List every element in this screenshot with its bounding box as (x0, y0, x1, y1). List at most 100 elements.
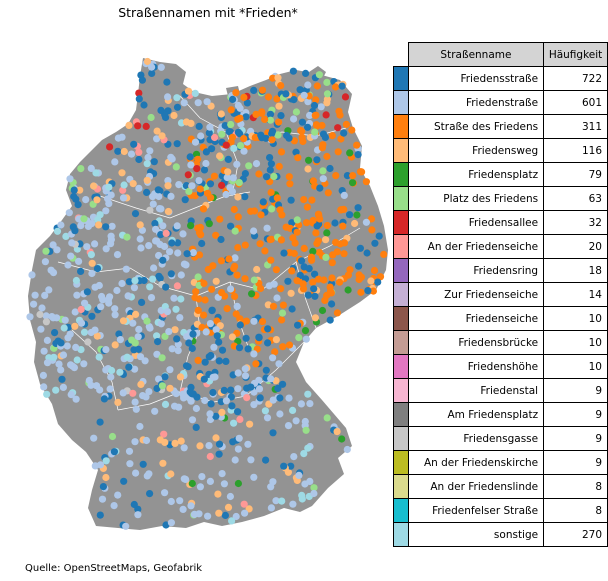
color-swatch (393, 522, 409, 547)
street-point (230, 205, 238, 214)
street-point (155, 272, 163, 280)
street-point (176, 314, 184, 322)
street-point (108, 366, 116, 375)
street-point (72, 395, 80, 403)
street-point (264, 93, 273, 101)
street-point (129, 389, 137, 397)
street-point (192, 404, 200, 413)
street-point (175, 181, 183, 189)
street-point (167, 519, 175, 527)
street-point (216, 152, 224, 160)
street-point (194, 273, 202, 281)
street-point (298, 127, 306, 135)
street-point (290, 137, 298, 145)
street-point (145, 242, 153, 250)
street-point (114, 147, 122, 155)
street-point (149, 275, 157, 283)
street-point (106, 385, 114, 393)
street-point (80, 360, 88, 368)
street-point (198, 473, 206, 481)
street-point (312, 229, 320, 237)
street-point (292, 148, 300, 156)
street-point (367, 215, 376, 223)
color-swatch (393, 330, 409, 355)
street-point (323, 414, 331, 422)
frequency-cell: 8 (543, 498, 608, 523)
street-point (311, 270, 319, 278)
street-point (292, 108, 300, 116)
frequency-cell: 9 (543, 402, 608, 427)
street-point (50, 353, 58, 361)
street-point (292, 417, 300, 425)
street-point (28, 271, 36, 279)
street-point (234, 213, 242, 221)
street-point (210, 343, 218, 351)
street-point (242, 334, 250, 342)
street-point (125, 447, 134, 455)
street-point (142, 393, 150, 401)
street-point (135, 95, 143, 103)
street-point (98, 292, 106, 301)
street-point (228, 402, 236, 410)
street-point (285, 173, 293, 181)
street-point (150, 158, 158, 166)
street-point (236, 321, 244, 329)
street-point (64, 261, 72, 269)
street-point (114, 134, 122, 142)
street-point (368, 226, 376, 234)
street-point (338, 435, 346, 443)
street-name-cell: Friedensplatz (407, 162, 545, 187)
street-point (164, 177, 172, 185)
street-point (153, 127, 161, 135)
table-row: Friedenfelser Straße 8 (393, 498, 608, 523)
street-point (312, 96, 320, 104)
color-swatch (393, 210, 409, 235)
street-point (146, 147, 154, 155)
street-point (37, 325, 45, 333)
street-point (234, 445, 242, 453)
street-point (181, 196, 189, 204)
street-point (261, 407, 269, 415)
street-point (209, 388, 217, 397)
street-point (158, 132, 166, 140)
street-point (266, 154, 274, 162)
street-point (355, 262, 363, 270)
street-point (342, 120, 350, 128)
street-point (351, 219, 359, 228)
street-point (110, 502, 118, 510)
street-point (43, 336, 52, 344)
street-point (354, 151, 362, 159)
street-point (187, 222, 195, 230)
street-point (227, 120, 235, 129)
street-point (206, 477, 214, 485)
street-point (154, 186, 162, 194)
street-point (93, 265, 102, 273)
street-point (202, 328, 210, 336)
street-point (257, 284, 265, 293)
street-point (135, 148, 143, 156)
street-point (157, 106, 165, 114)
street-point (88, 269, 96, 278)
street-point (173, 140, 181, 148)
street-point (362, 178, 370, 186)
street-point (53, 246, 61, 254)
street-point (202, 148, 210, 156)
street-point (319, 175, 327, 183)
street-point (144, 153, 152, 162)
street-point (162, 229, 170, 237)
street-point (380, 250, 388, 258)
color-swatch (393, 282, 409, 307)
frequency-cell: 79 (543, 162, 608, 187)
street-point (236, 104, 244, 112)
street-point (187, 397, 195, 405)
street-point (293, 216, 301, 224)
street-point (153, 135, 161, 143)
street-point (36, 310, 44, 319)
street-point (63, 342, 71, 350)
street-point (222, 357, 230, 365)
street-point (157, 320, 165, 328)
street-point (206, 410, 214, 418)
street-point (164, 207, 172, 216)
color-swatch (393, 90, 409, 115)
table-row: Friedenstal 9 (393, 378, 608, 403)
